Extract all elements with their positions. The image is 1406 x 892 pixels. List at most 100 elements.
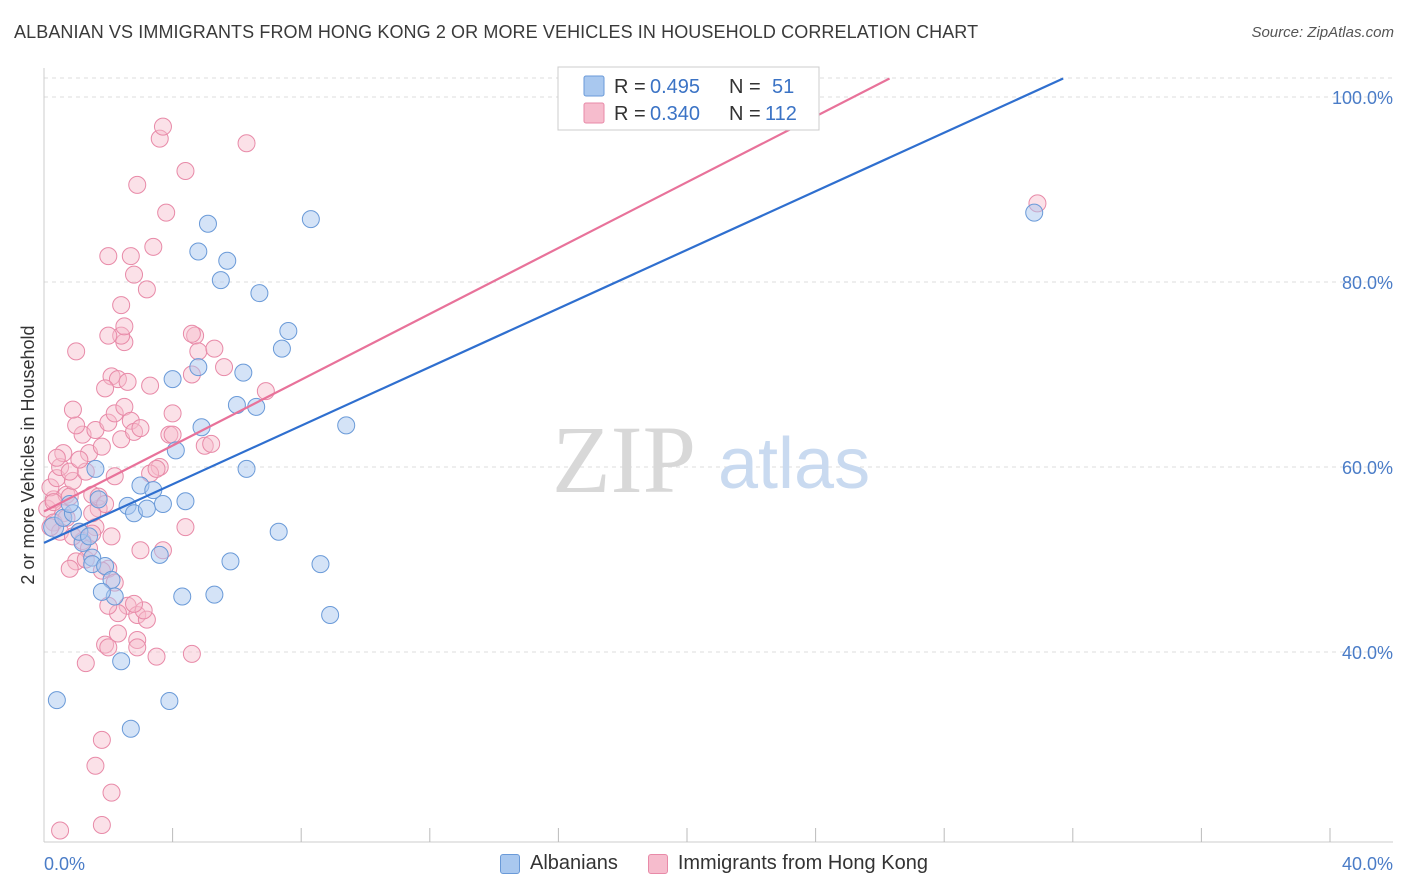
watermark-zip: ZIP (552, 406, 696, 513)
point-albanians (153, 495, 172, 513)
point-albanians (176, 492, 195, 511)
point-hong-kong (176, 518, 195, 537)
point-hong-kong (157, 203, 176, 222)
stats-r-value-1: 0.495 (650, 76, 700, 98)
legend-label-albanians: Albanians (530, 852, 618, 874)
point-hong-kong (86, 756, 105, 775)
series-hong-kong (38, 117, 1047, 840)
point-albanians (337, 416, 356, 435)
point-hong-kong (153, 117, 172, 136)
point-hong-kong (163, 404, 182, 423)
point-hong-kong (99, 326, 118, 345)
point-hong-kong (182, 644, 201, 663)
point-hong-kong (92, 815, 111, 834)
point-hong-kong (112, 296, 131, 315)
point-albanians (227, 396, 246, 415)
point-hong-kong (41, 478, 60, 497)
point-hong-kong (202, 434, 221, 453)
point-albanians (92, 582, 111, 601)
point-hong-kong (128, 606, 147, 624)
series-legend: Albanians Immigrants from Hong Kong (500, 852, 948, 875)
point-albanians (269, 522, 288, 541)
y-tick-label: 40.0% (1342, 643, 1393, 663)
point-hong-kong (121, 411, 140, 430)
point-hong-kong (137, 280, 156, 299)
stats-n-value-2: 112 (765, 103, 797, 125)
point-albanians (80, 527, 99, 546)
point-hong-kong (176, 162, 195, 180)
trend-line-hong-kong (43, 77, 891, 513)
point-hong-kong (105, 404, 124, 423)
point-albanians (173, 587, 192, 606)
stats-n-value-1: 51 (772, 76, 794, 98)
point-albanians (89, 490, 108, 509)
legend-entry-albanians: Albanians (500, 852, 618, 875)
point-albanians (234, 363, 253, 382)
point-hong-kong (205, 339, 224, 358)
point-hong-kong (108, 624, 127, 643)
point-hong-kong (141, 376, 160, 395)
point-albanians (150, 545, 169, 564)
axes (43, 68, 1393, 843)
point-hong-kong (60, 462, 79, 481)
point-hong-kong (96, 379, 115, 398)
x-tick-label: 40.0% (1342, 854, 1393, 874)
point-hong-kong (125, 265, 144, 284)
point-hong-kong (96, 635, 115, 654)
point-hong-kong (131, 541, 150, 560)
point-albanians (250, 284, 269, 303)
point-hong-kong (99, 247, 118, 266)
point-hong-kong (147, 459, 166, 478)
point-hong-kong (67, 342, 86, 361)
point-hong-kong (92, 437, 111, 456)
point-albanians (189, 358, 208, 377)
stats-legend-swatch-pink (583, 102, 605, 124)
legend-label-hong-kong: Immigrants from Hong Kong (677, 852, 928, 874)
point-hong-kong (54, 444, 73, 463)
point-hong-kong (147, 647, 166, 666)
point-hong-kong (115, 317, 134, 336)
point-albanians (163, 370, 182, 389)
y-tick-label: 100.0% (1332, 88, 1393, 108)
point-hong-kong (128, 630, 147, 649)
stats-legend-swatch-blue (583, 75, 605, 97)
point-albanians (218, 251, 237, 270)
point-hong-kong (76, 654, 95, 673)
point-hong-kong (44, 493, 63, 512)
point-hong-kong (131, 419, 150, 438)
point-albanians (189, 242, 208, 261)
point-hong-kong (99, 413, 118, 432)
point-albanians (86, 459, 105, 478)
point-hong-kong (150, 129, 169, 148)
stats-r-label-2: R = (614, 103, 646, 125)
stats-n-label-2: N = (729, 103, 761, 125)
point-hong-kong (121, 247, 140, 266)
point-albanians (279, 322, 298, 341)
point-hong-kong (150, 458, 169, 476)
point-hong-kong (134, 601, 153, 620)
point-albanians (321, 606, 340, 624)
point-hong-kong (118, 372, 137, 391)
point-hong-kong (63, 400, 82, 419)
point-hong-kong (102, 783, 121, 802)
point-hong-kong (67, 416, 86, 435)
point-albanians (211, 271, 230, 290)
stats-r-label-1: R = (614, 76, 646, 98)
stats-n-label-1: N = (729, 76, 761, 98)
watermark-atlas: atlas (718, 424, 870, 504)
point-hong-kong (92, 730, 111, 749)
watermark: ZIP atlas (552, 406, 870, 513)
point-albanians (272, 339, 291, 358)
point-hong-kong (99, 638, 118, 657)
point-hong-kong (237, 134, 256, 153)
point-albanians (112, 652, 131, 671)
source-label: Source: ZipAtlas.com (1251, 24, 1394, 41)
point-hong-kong (70, 450, 89, 469)
point-hong-kong (195, 436, 214, 455)
stats-legend: R = 0.495 N = 51 R = 0.340 N = 112 (557, 66, 820, 131)
point-hong-kong (215, 358, 234, 377)
point-albanians (160, 692, 179, 711)
y-tick-label: 80.0% (1342, 273, 1393, 293)
legend-swatch-hong-kong (647, 853, 668, 874)
